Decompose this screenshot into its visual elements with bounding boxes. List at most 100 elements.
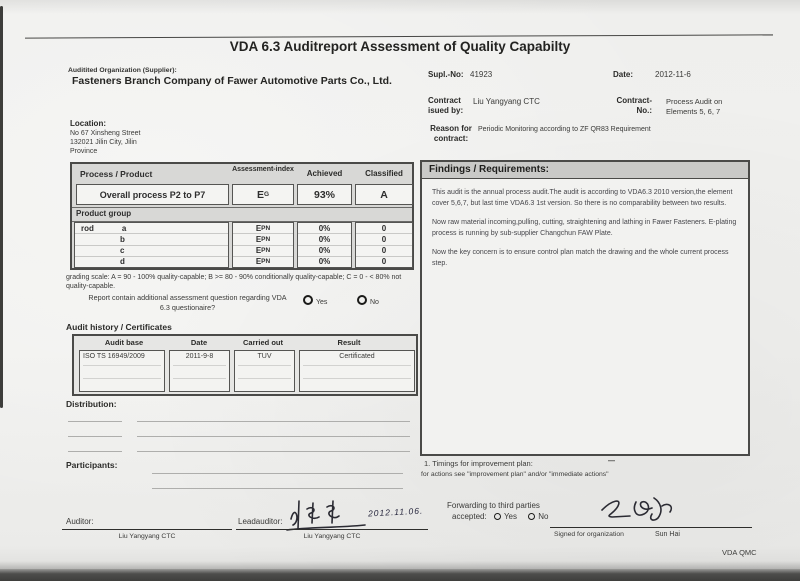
index-subscript: PN — [261, 224, 271, 232]
product-row-achieved: 0% — [298, 223, 351, 235]
product-group-bar: Product group — [72, 207, 412, 222]
product-row-name: rod a — [75, 223, 228, 235]
history-value: 2011-9-8 — [185, 353, 214, 360]
history-header-carried-out: Carried out — [242, 338, 283, 347]
forwarding-no-radio-icon — [528, 512, 536, 520]
timings-label: 1. Timings for improvement plan: — [424, 459, 533, 468]
no-label: No — [370, 299, 379, 306]
index-symbol: E — [255, 234, 262, 244]
footer-brand: VDA QMC — [722, 548, 757, 557]
forwarding-accepted-label: accepted: — [452, 511, 487, 521]
address-line: 132021 Jilin City, Jilin — [70, 139, 137, 147]
row-letter: b — [120, 234, 125, 244]
index-subscript: PN — [261, 235, 271, 243]
reason-label: Reason for contract: — [430, 124, 472, 143]
history-header-audit-base: Audit base — [104, 338, 144, 347]
question-line1: Report contain additional assessment que… — [88, 293, 287, 302]
participants-blank-line — [152, 488, 403, 489]
auditor-signature-line — [62, 529, 232, 530]
location-address: No 67 Xinsheng Street 132021 Jilin City,… — [70, 129, 140, 156]
product-row-index: E PN — [233, 246, 293, 257]
question-yes-option: Yes — [303, 295, 327, 306]
distribution-blank-line — [68, 436, 122, 437]
supplier-label: Auditited Organization (Supplier): — [68, 67, 177, 74]
row-letter: a — [121, 223, 127, 233]
history-cell-carried-out: TUV — [234, 350, 295, 392]
supl-no-label: Supl.-No: — [428, 70, 464, 79]
row-letter: d — [120, 257, 125, 267]
organization-signature-line — [550, 527, 752, 528]
product-group-label: Product group — [76, 209, 132, 218]
scan-edge-bottom — [0, 569, 800, 581]
product-row-classified: 0 — [381, 257, 387, 267]
date-label: Date: — [613, 70, 634, 79]
distribution-blank-line — [68, 451, 122, 452]
index-subscript: G — [263, 191, 270, 198]
product-index-column: E PN E PN E PN E PN — [232, 222, 294, 268]
findings-body: This audit is the annual process audit.T… — [422, 179, 748, 287]
participants-label: Participants: — [66, 460, 118, 470]
yes-radio-icon — [303, 295, 313, 305]
contract-by-value: Liu Yangyang CTC — [473, 97, 540, 106]
product-row-classified: 0 — [356, 223, 412, 235]
findings-paragraph: Now raw material incoming,pulling, cutti… — [432, 219, 737, 237]
location-label: Location: — [70, 119, 106, 128]
history-value: Certificated — [339, 353, 375, 360]
address-line: No 67 Xinsheng Street — [70, 130, 141, 137]
contract-no-label: Contract-No.: — [616, 96, 652, 115]
scan-bottom-shadow — [0, 561, 800, 569]
product-row-achieved: 0% — [298, 246, 351, 257]
distribution-blank-line — [137, 436, 410, 437]
distribution-blank-line — [137, 451, 410, 452]
col-header-process: Process / Product — [80, 169, 153, 179]
history-header-date: Date — [190, 338, 208, 347]
signed-name: Sun Hai — [655, 531, 680, 538]
index-symbol: E — [255, 246, 262, 256]
grading-scale-note: grading scale: A = 90 - 100% quality-cap… — [66, 274, 402, 291]
product-row-name: c — [75, 246, 228, 257]
question-no-option: No — [357, 295, 379, 306]
history-header-result: Result — [337, 338, 361, 347]
leadauditor-label: Leadauditor: — [238, 517, 283, 526]
contract-no-value: Process Audit on Elements 5, 6, 7 — [666, 97, 723, 116]
product-row-classified: 0 — [356, 234, 412, 246]
history-value: TUV — [257, 353, 272, 360]
assessment-table: Process / Product Assessment-index Achie… — [70, 162, 414, 270]
yes-label: Yes — [316, 299, 328, 306]
overall-achieved-cell: 93% — [297, 184, 352, 205]
product-row-achieved: 0% — [318, 257, 331, 267]
findings-paragraph: Now the key concern is to ensure control… — [432, 249, 729, 267]
index-symbol: E — [255, 257, 262, 267]
auditor-label: Auditor: — [66, 517, 94, 526]
index-subscript: PN — [261, 247, 271, 255]
audit-history-table: Audit base Date Carried out Result ISO T… — [72, 334, 418, 396]
history-cell-result: Certificated — [299, 350, 415, 392]
organization-signature — [601, 497, 673, 521]
question-line2: 6.3 questionaire? — [159, 303, 216, 313]
supplier-name: Fasteners Branch Company of Fawer Automo… — [72, 75, 392, 87]
product-classified-column: 0 0 0 0 — [355, 222, 413, 268]
product-row-name: b — [75, 234, 228, 246]
distribution-label: Distribution: — [66, 399, 117, 409]
auditor-name: Liu Yangyang CTC — [118, 533, 176, 540]
reason-value: Periodic Monitoring according to ZF QR83… — [478, 126, 651, 133]
date-value: 2012-11-6 — [655, 70, 691, 79]
product-row-index: E PN — [233, 257, 293, 267]
overall-classified-cell: A — [355, 184, 413, 205]
findings-panel: Findings / Requirements: This audit is t… — [420, 160, 750, 456]
col-header-index: Assessment-index — [232, 166, 294, 173]
participants-blank-line — [152, 473, 403, 474]
forwarding-yes-radio-icon — [493, 512, 501, 520]
address-line: Province — [70, 148, 98, 156]
product-row-index: E PN — [233, 223, 293, 235]
distribution-blank-line — [68, 421, 122, 422]
audit-history-title: Audit history / Certificates — [66, 322, 172, 332]
leadauditor-sign-date: 2012.11.06. — [367, 505, 424, 519]
index-symbol: E — [255, 223, 262, 233]
product-row-classified: 0 — [356, 246, 412, 257]
product-row-index: E PN — [233, 234, 293, 246]
leadauditor-name: Liu Yangyang CTC — [303, 533, 361, 540]
findings-title: Findings / Requirements: — [422, 162, 748, 179]
